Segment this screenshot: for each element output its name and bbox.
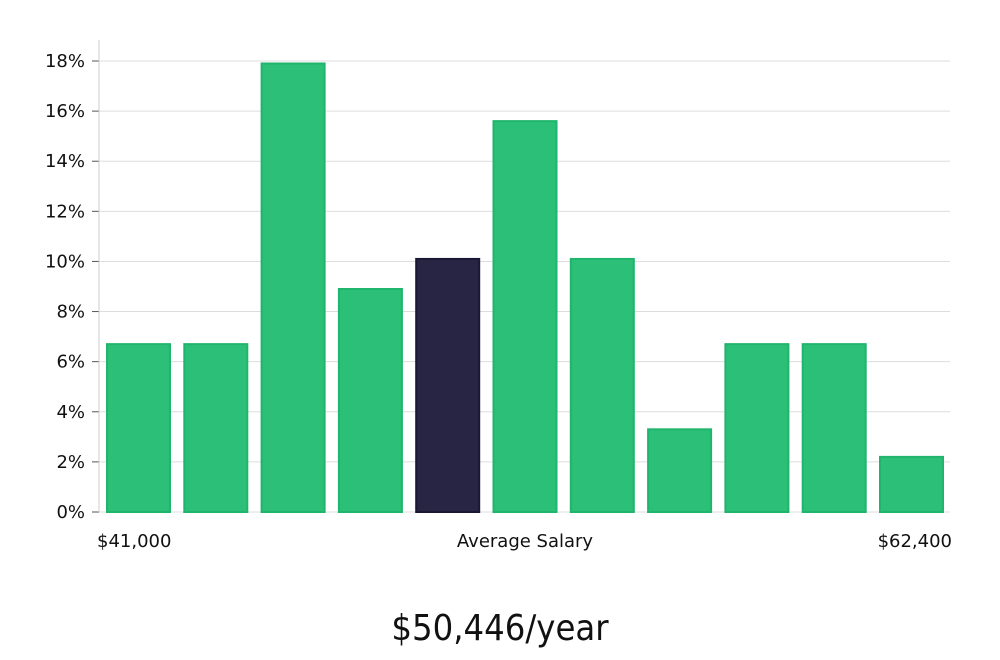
bar (106, 343, 171, 513)
y-tick-label: 16% (45, 101, 85, 122)
bar (337, 288, 403, 513)
y-tick-label: 4% (56, 402, 85, 423)
bar (492, 120, 558, 513)
y-tick-label: 8% (56, 302, 85, 323)
x-label-min: $41,000 (97, 531, 171, 552)
bar (879, 455, 944, 513)
salary-distribution-chart: 0% 2% 4% 6% 8% 10% 12% 14% 16% 18% $41,000 Averag… (45, 40, 952, 552)
bar (724, 343, 790, 513)
average-salary-headline: $50,446/year (391, 608, 609, 649)
bar (569, 257, 635, 514)
y-tick-label: 0% (56, 502, 85, 523)
bar (183, 343, 249, 513)
y-tick-label: 2% (56, 452, 85, 473)
y-tick-label: 6% (56, 352, 85, 373)
chart-svg: 0% 2% 4% 6% 8% 10% 12% 14% 16% 18% $41,000 Averag… (45, 40, 952, 552)
x-label-center: Average Salary (457, 531, 594, 552)
bars (106, 62, 944, 514)
bar (260, 62, 326, 513)
y-axis-ticks: 0% 2% 4% 6% 8% 10% 12% 14% 16% 18% (45, 51, 99, 523)
y-tick-label: 14% (45, 151, 85, 172)
y-tick-label: 12% (45, 201, 85, 222)
bar (647, 428, 713, 514)
x-label-max: $62,400 (878, 531, 952, 552)
bar-average (415, 257, 481, 514)
y-tick-label: 10% (45, 251, 85, 272)
bar (801, 343, 867, 513)
y-tick-label: 18% (45, 51, 85, 72)
